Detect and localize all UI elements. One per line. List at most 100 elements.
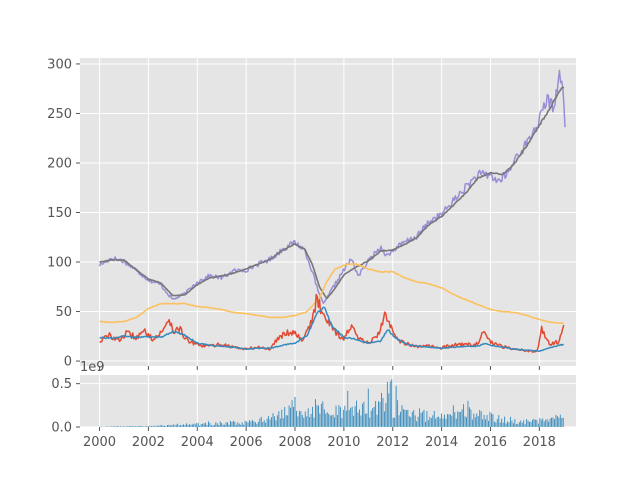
volume-bar bbox=[150, 425, 152, 427]
volume-bar bbox=[332, 414, 334, 427]
volume-bar bbox=[149, 425, 151, 427]
volume-bar bbox=[373, 406, 375, 427]
volume-bar bbox=[334, 417, 336, 427]
series-line bbox=[98, 69, 566, 304]
volume-bar bbox=[234, 421, 236, 427]
volume-bar bbox=[227, 422, 228, 427]
volume-bar bbox=[512, 423, 514, 427]
volume-bar bbox=[444, 414, 445, 427]
volume-bar bbox=[427, 420, 429, 427]
volume-bar bbox=[174, 425, 176, 427]
volume-bar bbox=[369, 417, 371, 427]
volume-bar bbox=[291, 400, 293, 427]
volume-bar bbox=[313, 417, 315, 427]
volume-bar bbox=[125, 426, 127, 427]
volume-bar bbox=[540, 419, 542, 427]
volume-bar bbox=[254, 422, 256, 427]
volume-bar bbox=[202, 423, 204, 427]
volume-x-tick-label: 2004 bbox=[181, 435, 214, 450]
volume-bar bbox=[200, 424, 202, 427]
volume-bar bbox=[507, 421, 508, 427]
volume-bar bbox=[378, 401, 379, 427]
volume-bar bbox=[262, 422, 264, 427]
volume-bar bbox=[260, 416, 262, 427]
volume-bar bbox=[172, 424, 174, 427]
volume-bar bbox=[426, 411, 428, 427]
volume-bar bbox=[221, 423, 223, 427]
volume-bar bbox=[235, 424, 237, 427]
volume-bar bbox=[203, 423, 205, 427]
main-series-lines bbox=[98, 69, 566, 354]
volume-bar bbox=[338, 405, 340, 427]
volume-y-tick-label: 0.5 bbox=[51, 377, 72, 392]
volume-bar bbox=[407, 409, 409, 427]
volume-bar bbox=[256, 423, 258, 427]
volume-bar bbox=[241, 422, 243, 427]
volume-bar bbox=[492, 414, 494, 427]
volume-bar bbox=[363, 401, 365, 427]
volume-bar bbox=[534, 419, 536, 427]
volume-bar bbox=[232, 420, 234, 427]
volume-bar bbox=[482, 419, 484, 427]
volume-bar bbox=[559, 414, 561, 427]
volume-bar bbox=[166, 425, 168, 427]
volume-chart: 2000 2002 2004 2006 2008 2010 2012 2014 2016 2018… bbox=[51, 360, 576, 450]
volume-bar bbox=[543, 421, 545, 427]
volume-bar bbox=[218, 425, 220, 427]
volume-bar bbox=[238, 423, 240, 427]
volume-bar bbox=[360, 415, 362, 427]
volume-bar bbox=[442, 418, 444, 427]
volume-bar bbox=[162, 425, 164, 427]
volume-bar bbox=[498, 415, 500, 427]
volume-bar bbox=[142, 426, 143, 427]
volume-bar bbox=[325, 413, 327, 427]
volume-bar bbox=[212, 425, 214, 427]
volume-bar bbox=[159, 425, 161, 427]
volume-bar bbox=[452, 405, 454, 427]
volume-bar bbox=[489, 411, 491, 427]
volume-bar bbox=[114, 426, 116, 427]
volume-bar bbox=[502, 422, 504, 427]
volume-bar bbox=[249, 420, 250, 427]
volume-bar bbox=[546, 419, 548, 427]
volume-bar bbox=[425, 421, 426, 427]
volume-bar bbox=[266, 418, 268, 427]
volume-bar bbox=[180, 424, 182, 427]
volume-bar bbox=[359, 409, 360, 427]
main-grid bbox=[80, 58, 576, 366]
volume-bar bbox=[392, 417, 394, 427]
volume-bar bbox=[474, 417, 476, 427]
volume-bar bbox=[517, 423, 519, 427]
volume-bar bbox=[549, 418, 551, 427]
series-line bbox=[99, 306, 564, 352]
volume-bar bbox=[290, 407, 292, 427]
volume-bar bbox=[345, 410, 347, 427]
volume-bar bbox=[493, 421, 495, 427]
volume-x-tick-label: 2002 bbox=[132, 435, 165, 450]
volume-bar bbox=[364, 413, 366, 427]
volume-bar bbox=[461, 409, 463, 427]
volume-bar bbox=[385, 403, 387, 427]
volume-bar bbox=[285, 415, 287, 427]
volume-bar bbox=[441, 413, 443, 427]
series-line bbox=[99, 262, 565, 325]
volume-bar bbox=[400, 411, 401, 427]
volume-bar bbox=[521, 422, 523, 427]
volume-bar bbox=[268, 416, 270, 427]
volume-bar bbox=[326, 412, 328, 427]
volume-bar bbox=[237, 422, 239, 427]
volume-bar bbox=[156, 425, 158, 427]
volume-bar bbox=[194, 424, 196, 427]
volume-bar bbox=[307, 408, 309, 427]
volume-bar bbox=[457, 411, 459, 427]
volume-bar bbox=[263, 420, 265, 427]
volume-bar bbox=[394, 417, 396, 427]
volume-bar bbox=[347, 390, 349, 427]
volume-bar bbox=[315, 399, 316, 427]
volume-bar bbox=[505, 423, 507, 427]
volume-bar bbox=[410, 417, 412, 427]
volume-bar bbox=[304, 411, 306, 427]
volume-bar bbox=[115, 426, 117, 427]
volume-bar bbox=[353, 415, 355, 427]
volume-bar bbox=[225, 422, 227, 427]
